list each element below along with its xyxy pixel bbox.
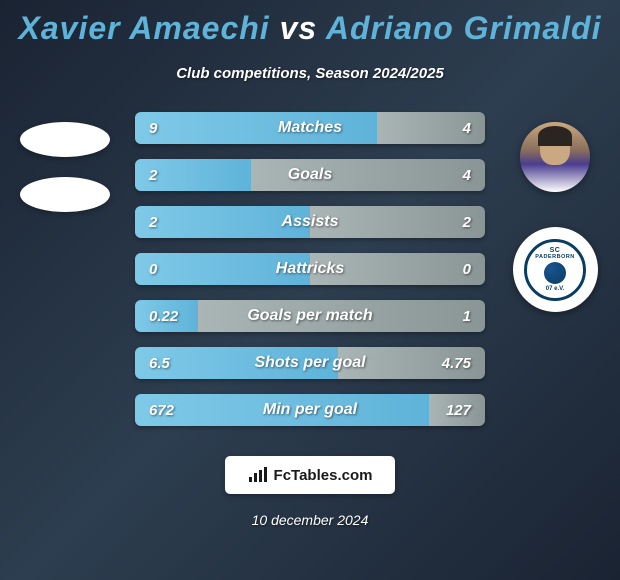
stat-label: Hattricks [276,260,344,278]
stat-right-value: 2 [463,214,471,231]
stat-right-value: 4 [463,120,471,137]
left-column [10,112,120,426]
stat-row: 9 Matches 4 [135,112,485,144]
stat-label: Shots per goal [254,354,365,372]
stat-content: 672 Min per goal 127 [135,394,485,426]
stat-content: 9 Matches 4 [135,112,485,144]
source-text: FcTables.com [274,467,373,484]
stat-left-value: 6.5 [149,355,170,372]
source-badge: FcTables.com [225,456,395,494]
stat-label: Goals per match [247,307,372,325]
badge-ball-icon [544,262,566,284]
stat-row: 0 Hattricks 0 [135,253,485,285]
stat-row: 672 Min per goal 127 [135,394,485,426]
stat-left-value: 2 [149,214,157,231]
chart-icon [248,467,268,483]
stat-label: Matches [278,119,342,137]
badge-text-sc: SC [550,247,561,254]
stat-content: 0 Hattricks 0 [135,253,485,285]
badge-text-name: PADERBORN [535,254,575,260]
stat-content: 6.5 Shots per goal 4.75 [135,347,485,379]
badge-text-year: 07 e.V. [546,286,564,292]
stat-row: 6.5 Shots per goal 4.75 [135,347,485,379]
stat-row: 2 Assists 2 [135,206,485,238]
badge-inner: SC PADERBORN 07 e.V. [524,239,586,301]
player1-name: Xavier Amaechi [19,10,270,46]
stats-column: 9 Matches 4 2 Goals 4 2 Assists 2 0 Hattricks 0 0.22… [120,112,500,426]
content-area: 9 Matches 4 2 Goals 4 2 Assists 2 0 Hattricks 0 0.22… [0,112,620,426]
player2-club-badge: SC PADERBORN 07 e.V. [513,227,598,312]
stat-row: 0.22 Goals per match 1 [135,300,485,332]
stat-left-value: 9 [149,120,157,137]
stat-label: Assists [282,213,339,231]
stat-row: 2 Goals 4 [135,159,485,191]
stat-right-value: 1 [463,308,471,325]
stat-left-value: 0 [149,261,157,278]
stat-right-value: 4.75 [442,355,471,372]
stat-content: 0.22 Goals per match 1 [135,300,485,332]
stat-content: 2 Assists 2 [135,206,485,238]
stat-left-value: 672 [149,402,174,419]
stat-left-value: 2 [149,167,157,184]
subtitle: Club competitions, Season 2024/2025 [0,65,620,82]
right-column: SC PADERBORN 07 e.V. [500,112,610,426]
vs-text: vs [280,10,318,46]
stat-left-value: 0.22 [149,308,178,325]
player1-avatar-placeholder [20,122,110,157]
stat-right-value: 4 [463,167,471,184]
stat-right-value: 127 [446,402,471,419]
stat-content: 2 Goals 4 [135,159,485,191]
player1-club-placeholder [20,177,110,212]
stat-label: Goals [288,166,332,184]
stat-label: Min per goal [263,401,357,419]
comparison-title: Xavier Amaechi vs Adriano Grimaldi [0,0,620,47]
player2-name: Adriano Grimaldi [326,10,602,46]
player2-avatar [520,122,590,192]
date-text: 10 december 2024 [0,512,620,528]
stat-right-value: 0 [463,261,471,278]
